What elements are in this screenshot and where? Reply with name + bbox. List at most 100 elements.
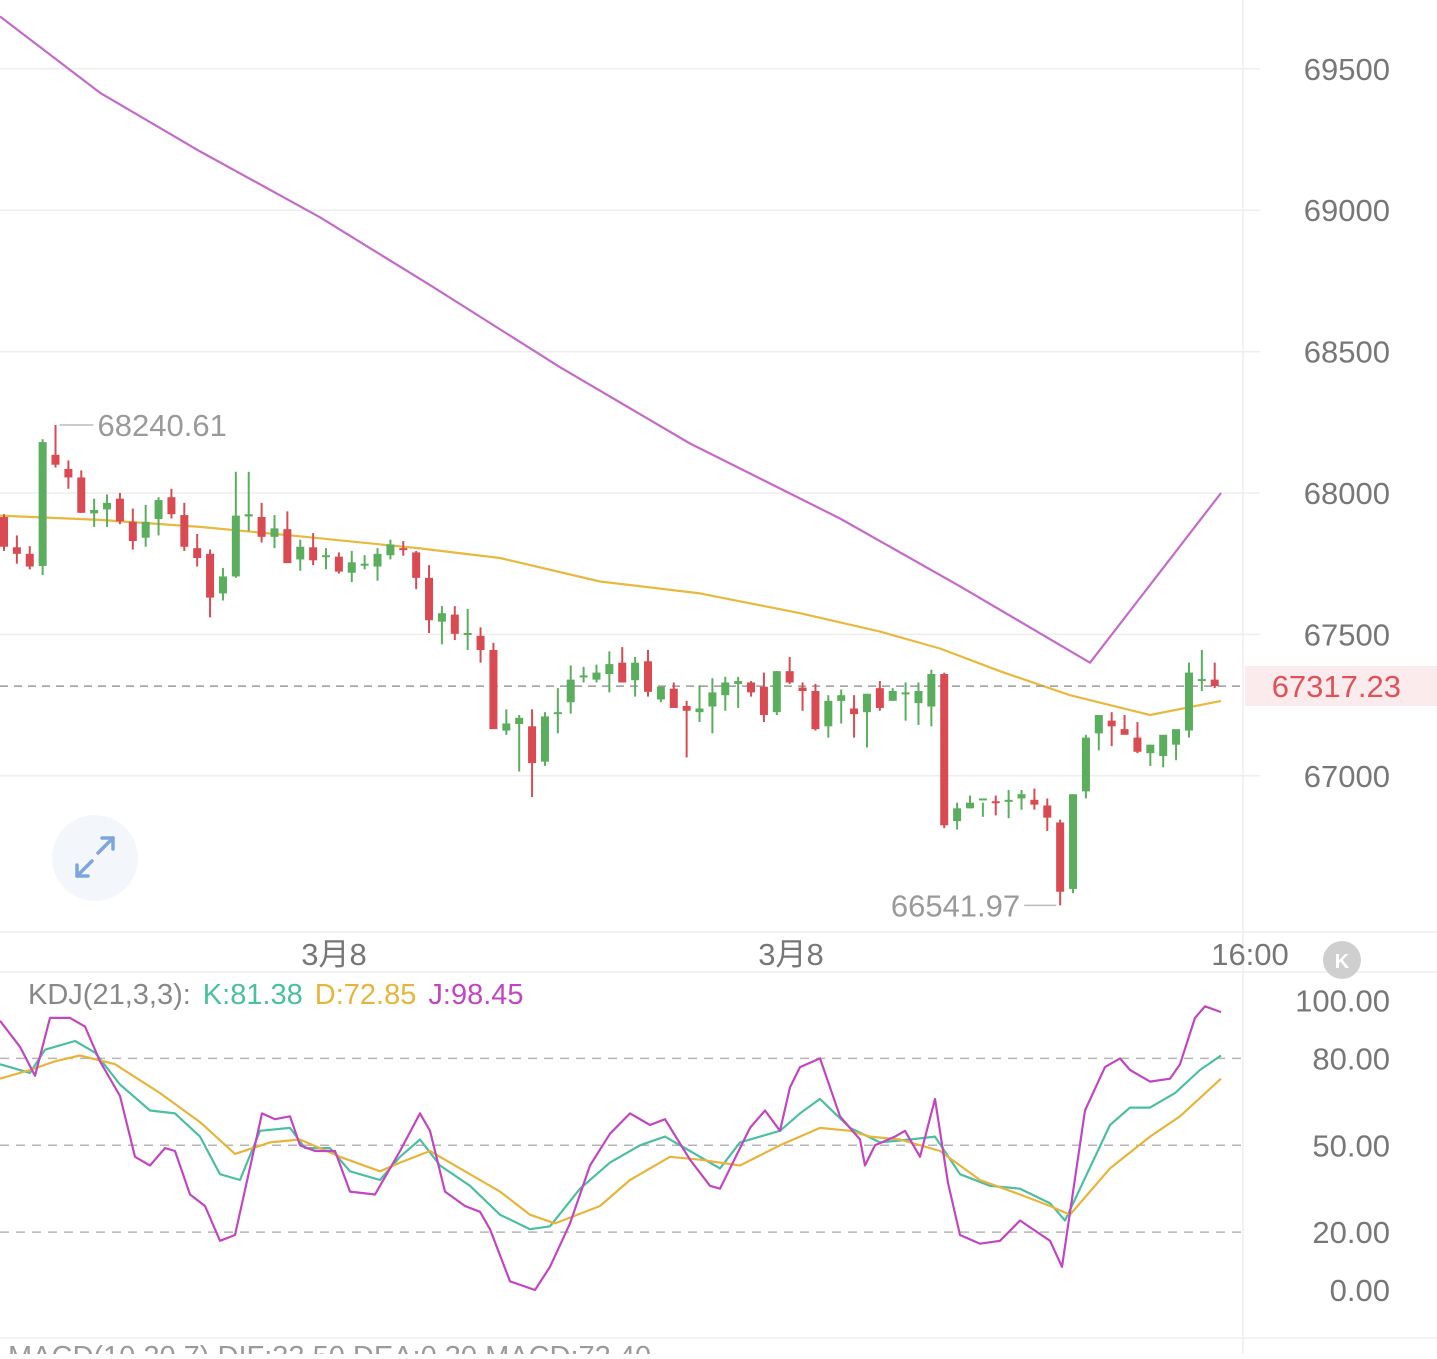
candle-body <box>721 682 730 696</box>
candle-body <box>953 808 962 822</box>
price-tick-label: 69000 <box>1304 193 1390 228</box>
candle-body <box>927 673 936 707</box>
time-tick-label: 3月8 <box>758 937 823 972</box>
candle-body <box>785 671 794 683</box>
candle-body <box>644 661 652 692</box>
current-price-tag <box>1245 666 1437 707</box>
candle-body <box>463 632 472 635</box>
candle-body <box>862 693 871 713</box>
candle-body <box>77 477 86 513</box>
candle-body <box>708 692 717 707</box>
candle-body <box>528 726 537 764</box>
candle-body <box>193 548 202 559</box>
candle-body <box>566 679 575 703</box>
candle-body <box>115 498 124 522</box>
candle-body <box>206 553 215 598</box>
candle-body <box>850 708 859 715</box>
candle-body <box>553 712 562 715</box>
candle-body <box>231 515 240 577</box>
candle-body <box>1017 794 1026 799</box>
low-price-label: 66541.97 <box>891 888 1020 923</box>
kdj-legend-k-name: K <box>203 979 223 1011</box>
kdj-tick-label: 100.00 <box>1295 984 1390 1019</box>
candle-body <box>1107 720 1116 727</box>
candle-body <box>347 562 356 573</box>
candle-body <box>914 690 923 704</box>
kdj-legend-separator: : <box>336 979 344 1011</box>
candlestick-series <box>0 424 1219 906</box>
candle-body <box>940 673 949 826</box>
candle-body <box>167 497 176 515</box>
candle-body <box>837 695 846 701</box>
kdj-tick-label: 0.00 <box>1330 1273 1390 1308</box>
candle-body <box>1081 737 1090 792</box>
kdj-line-d <box>0 1054 1222 1225</box>
candle-body <box>283 529 292 564</box>
candle-body <box>1133 737 1142 752</box>
kdj-tick-label: 50.00 <box>1312 1128 1390 1163</box>
kdj-legend-title: KDJ(21,3,3): <box>28 979 191 1011</box>
candle-body <box>618 662 627 683</box>
candle-body <box>1120 729 1129 735</box>
candle-body <box>90 509 99 514</box>
price-tick-label: 69500 <box>1304 52 1390 87</box>
price-tick-label: 68000 <box>1304 476 1390 511</box>
candle-body <box>669 688 678 708</box>
candle-body <box>218 576 227 594</box>
candle-body <box>1094 714 1103 734</box>
candle-body <box>682 705 691 711</box>
candle-body <box>25 553 34 567</box>
candle-body <box>270 528 279 537</box>
candle-body <box>12 547 21 554</box>
candle-body <box>360 563 369 566</box>
candle-body <box>1146 744 1155 754</box>
candle-body <box>1172 729 1181 745</box>
ma-slow-line <box>0 15 1222 664</box>
price-tick-label: 68500 <box>1304 335 1390 370</box>
candle-body <box>450 614 459 634</box>
candle-body <box>1159 734 1168 757</box>
candle-body <box>888 690 897 701</box>
k-badge-circle <box>1323 941 1361 979</box>
candle-body <box>747 682 756 693</box>
candle-body <box>38 442 47 566</box>
candle-body <box>515 717 524 725</box>
candle-body <box>309 547 318 561</box>
candle-body <box>1197 679 1206 682</box>
candle-body <box>412 552 421 578</box>
candle-body <box>64 468 73 478</box>
time-tick-label: 3月8 <box>301 937 366 972</box>
kdj-legend-j-name: J <box>428 979 443 1011</box>
candle-body <box>180 515 189 547</box>
candle-body <box>579 675 588 678</box>
candle-body <box>631 662 640 681</box>
candle-body <box>966 802 974 809</box>
candle-body <box>489 649 498 730</box>
candle-body <box>605 664 614 674</box>
time-tick-label: 16:00 <box>1211 937 1289 972</box>
expand-button[interactable] <box>52 815 138 901</box>
kdj-legend-separator: : <box>443 979 451 1011</box>
candle-body <box>759 686 768 715</box>
candle-body <box>991 801 1000 804</box>
candle-body <box>437 613 446 622</box>
price-axis: 69500 69000 68500 68000 67500 67000 67317.23 <box>1245 52 1437 794</box>
candle-body <box>257 517 266 537</box>
candle-body <box>772 671 781 713</box>
candle-body <box>244 514 253 517</box>
kdj-legend-d-value: 72.85 <box>344 979 417 1011</box>
macd-legend: MACD(10,20,7) DIF:32.50 DEA:0.30 MACD:72… <box>8 1341 651 1354</box>
candle-body <box>901 692 910 695</box>
candle-body <box>811 690 820 730</box>
kdj-tick-label: 80.00 <box>1312 1041 1390 1076</box>
candle-body <box>399 548 408 551</box>
candle-body <box>1069 794 1078 889</box>
candle-body <box>1056 822 1065 892</box>
k-badge-icon[interactable]: K <box>1323 941 1361 979</box>
candle-body <box>978 798 987 801</box>
candle-body <box>128 521 137 542</box>
price-tick-label: 67000 <box>1304 759 1390 794</box>
